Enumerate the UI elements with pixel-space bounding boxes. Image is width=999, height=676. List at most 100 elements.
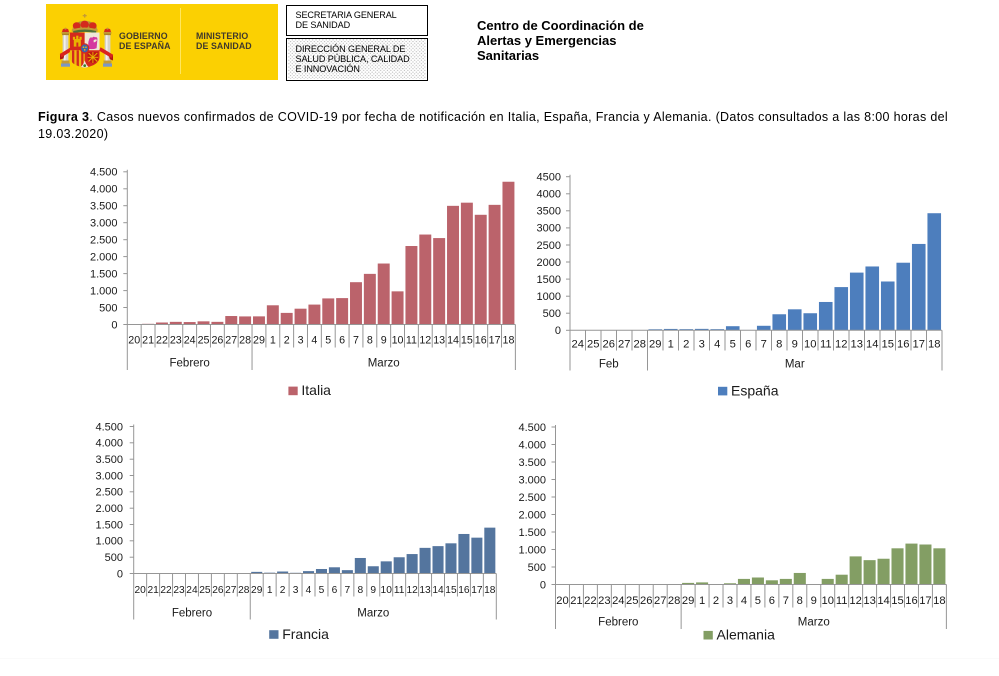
svg-text:3.000: 3.000 — [90, 218, 118, 230]
svg-text:28: 28 — [668, 595, 680, 607]
svg-text:10: 10 — [392, 335, 404, 347]
svg-text:29: 29 — [682, 595, 694, 607]
svg-text:1: 1 — [270, 335, 276, 347]
svg-text:6: 6 — [769, 595, 775, 607]
svg-text:15: 15 — [882, 338, 894, 350]
svg-text:Alemania: Alemania — [717, 627, 776, 643]
svg-text:16: 16 — [897, 338, 909, 350]
svg-text:14: 14 — [877, 595, 889, 607]
svg-text:1.000: 1.000 — [518, 544, 546, 556]
svg-text:1: 1 — [668, 338, 674, 350]
svg-text:2.500: 2.500 — [95, 487, 123, 499]
svg-text:3000: 3000 — [537, 223, 561, 235]
svg-text:15: 15 — [461, 335, 473, 347]
svg-text:10: 10 — [381, 585, 393, 596]
svg-text:13: 13 — [863, 595, 875, 607]
svg-text:21: 21 — [570, 595, 582, 607]
svg-text:25: 25 — [626, 595, 638, 607]
svg-text:4500: 4500 — [537, 172, 561, 184]
svg-text:14: 14 — [432, 585, 444, 596]
svg-text:Febrero: Febrero — [172, 608, 212, 620]
svg-text:4.000: 4.000 — [90, 184, 118, 196]
svg-text:27: 27 — [225, 335, 237, 347]
svg-text:4: 4 — [714, 338, 720, 350]
svg-text:22: 22 — [584, 595, 596, 607]
svg-text:16: 16 — [475, 335, 487, 347]
svg-text:2000: 2000 — [537, 257, 561, 269]
svg-text:24: 24 — [612, 595, 624, 607]
svg-text:12: 12 — [849, 595, 861, 607]
svg-text:Mar: Mar — [785, 359, 805, 371]
svg-text:1.500: 1.500 — [95, 519, 123, 531]
svg-text:2.000: 2.000 — [95, 503, 123, 515]
svg-text:25: 25 — [199, 585, 211, 596]
svg-text:15: 15 — [445, 585, 457, 596]
svg-text:Marzo: Marzo — [357, 608, 389, 620]
svg-text:23: 23 — [173, 585, 185, 596]
svg-text:7: 7 — [345, 585, 351, 596]
svg-text:27: 27 — [654, 595, 666, 607]
svg-text:4.000: 4.000 — [95, 438, 123, 450]
svg-text:500: 500 — [99, 302, 117, 314]
svg-text:0: 0 — [555, 325, 561, 337]
svg-text:7: 7 — [761, 338, 767, 350]
svg-text:28: 28 — [238, 585, 250, 596]
svg-text:Italia: Italia — [301, 382, 331, 398]
svg-text:21: 21 — [142, 335, 154, 347]
svg-text:22: 22 — [156, 335, 168, 347]
svg-text:2.000: 2.000 — [518, 509, 546, 521]
svg-text:5: 5 — [730, 338, 736, 350]
svg-text:1500: 1500 — [537, 274, 561, 286]
svg-text:29: 29 — [251, 585, 263, 596]
svg-text:1.000: 1.000 — [90, 285, 118, 297]
svg-text:21: 21 — [147, 585, 159, 596]
svg-text:20: 20 — [134, 585, 146, 596]
svg-text:0: 0 — [117, 568, 123, 580]
svg-text:4.500: 4.500 — [90, 167, 118, 179]
svg-text:13: 13 — [433, 335, 445, 347]
svg-text:9: 9 — [811, 595, 817, 607]
svg-text:17: 17 — [471, 585, 483, 596]
svg-text:11: 11 — [836, 595, 848, 607]
svg-text:4.000: 4.000 — [518, 439, 546, 451]
svg-text:8: 8 — [776, 338, 782, 350]
svg-text:22: 22 — [160, 585, 172, 596]
svg-text:12: 12 — [406, 585, 418, 596]
svg-text:3: 3 — [699, 338, 705, 350]
svg-text:23: 23 — [598, 595, 610, 607]
svg-text:26: 26 — [640, 595, 652, 607]
svg-text:1000: 1000 — [537, 291, 561, 303]
svg-text:28: 28 — [634, 338, 646, 350]
svg-text:17: 17 — [913, 338, 925, 350]
svg-text:24: 24 — [572, 338, 584, 350]
svg-text:11: 11 — [820, 338, 832, 350]
svg-text:6: 6 — [339, 335, 345, 347]
svg-text:4000: 4000 — [537, 189, 561, 201]
svg-text:2: 2 — [683, 338, 689, 350]
svg-text:0: 0 — [111, 319, 117, 331]
svg-text:26: 26 — [211, 335, 223, 347]
svg-text:12: 12 — [835, 338, 847, 350]
svg-text:24: 24 — [186, 585, 198, 596]
svg-text:Francia: Francia — [282, 626, 329, 642]
svg-text:1: 1 — [267, 585, 273, 596]
svg-text:3.500: 3.500 — [90, 201, 118, 213]
svg-text:1.500: 1.500 — [518, 527, 546, 539]
svg-text:2.000: 2.000 — [90, 251, 118, 263]
svg-text:3500: 3500 — [537, 206, 561, 218]
svg-text:13: 13 — [419, 585, 431, 596]
svg-text:6: 6 — [332, 585, 338, 596]
svg-text:14: 14 — [447, 335, 459, 347]
svg-text:4.500: 4.500 — [95, 421, 123, 433]
svg-text:3: 3 — [727, 595, 733, 607]
svg-text:28: 28 — [239, 335, 251, 347]
svg-text:20: 20 — [556, 595, 568, 607]
svg-text:6: 6 — [745, 338, 751, 350]
svg-text:18: 18 — [928, 338, 940, 350]
svg-text:16: 16 — [458, 585, 470, 596]
svg-text:8: 8 — [357, 585, 363, 596]
svg-text:27: 27 — [618, 338, 630, 350]
svg-text:2.500: 2.500 — [518, 492, 546, 504]
svg-text:15: 15 — [891, 595, 903, 607]
svg-text:13: 13 — [851, 338, 863, 350]
